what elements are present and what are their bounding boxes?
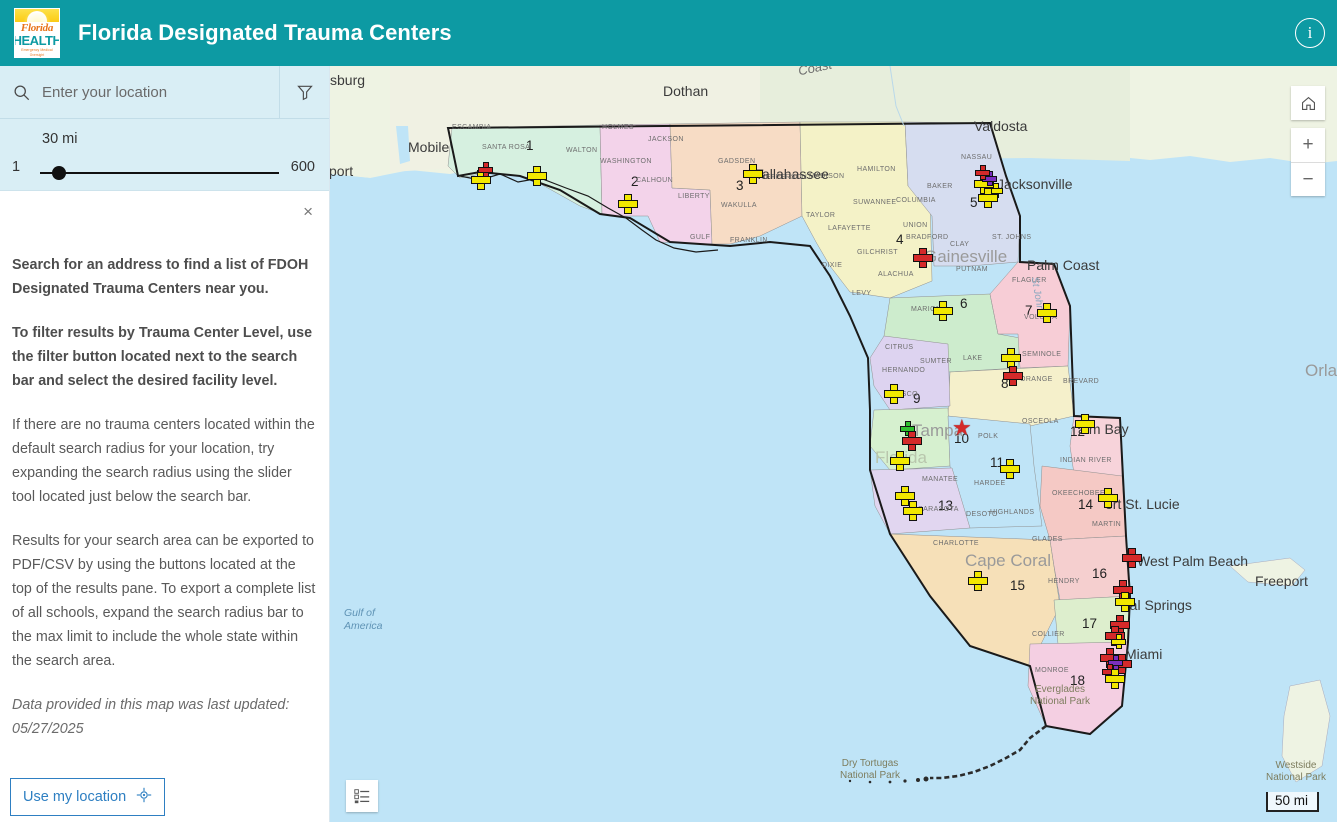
search-input[interactable] bbox=[42, 66, 279, 118]
trauma-center-marker[interactable] bbox=[913, 248, 933, 268]
trauma-center-marker[interactable] bbox=[1000, 459, 1020, 479]
search-radius-slider[interactable]: 30 mi 1 600 bbox=[0, 119, 329, 191]
zoom-controls[interactable]: + − bbox=[1291, 128, 1325, 196]
page-title: Florida Designated Trauma Centers bbox=[78, 20, 452, 45]
logo-health-text: HEALTH bbox=[14, 32, 60, 48]
sunburst-icon bbox=[15, 9, 59, 22]
panel-body: × Search for an address to find a list o… bbox=[0, 191, 329, 822]
search-bar bbox=[0, 65, 329, 119]
water-gulf-nw bbox=[330, 174, 405, 206]
logo-subtitle-1: Emergency Medical bbox=[21, 47, 53, 52]
slider-value-label: 30 mi bbox=[42, 131, 78, 147]
trauma-center-marker[interactable] bbox=[933, 301, 953, 321]
zoom-in-button[interactable]: + bbox=[1302, 134, 1314, 155]
region-13 bbox=[869, 467, 971, 535]
scale-bar: 50 mi bbox=[1265, 792, 1319, 812]
trauma-center-marker[interactable] bbox=[903, 501, 923, 521]
instruction-paragraph: Results for your search area can be expo… bbox=[12, 533, 316, 669]
slider-min-label: 1 bbox=[12, 159, 21, 175]
florida-health-logo: Florida HEALTH Emergency Medical Oversig… bbox=[14, 8, 60, 58]
slider-track[interactable] bbox=[40, 172, 279, 174]
use-my-location-button[interactable]: Use my location bbox=[10, 778, 166, 816]
logo-subtitle-2: Oversight bbox=[29, 53, 45, 57]
app-header: Florida HEALTH Emergency Medical Oversig… bbox=[0, 0, 1337, 66]
trauma-center-marker[interactable] bbox=[1115, 592, 1135, 612]
trauma-center-marker[interactable] bbox=[1001, 348, 1021, 368]
trauma-center-marker[interactable] bbox=[743, 164, 763, 184]
trauma-center-marker[interactable] bbox=[978, 188, 998, 208]
trauma-center-marker[interactable] bbox=[478, 162, 493, 177]
florida-keys bbox=[848, 724, 1047, 784]
legend-button[interactable] bbox=[346, 780, 378, 812]
capital-star-marker: ★ bbox=[952, 415, 972, 440]
crosshair-icon bbox=[136, 787, 152, 807]
trauma-center-marker[interactable] bbox=[1122, 548, 1142, 568]
trauma-center-marker[interactable] bbox=[968, 571, 988, 591]
trauma-center-marker[interactable] bbox=[890, 451, 910, 471]
trauma-center-marker[interactable] bbox=[1098, 488, 1118, 508]
search-icon bbox=[0, 84, 42, 101]
home-button[interactable] bbox=[1291, 86, 1325, 120]
trauma-center-marker[interactable] bbox=[1003, 366, 1023, 386]
coastline-detail bbox=[459, 173, 719, 253]
close-icon[interactable]: × bbox=[303, 202, 313, 221]
trauma-center-marker[interactable] bbox=[618, 194, 638, 214]
left-panel: 30 mi 1 600 × Search for an address to f… bbox=[0, 65, 330, 822]
map-canvas[interactable]: 1 2 3 4 5 6 7 8 9 10 11 12 13 14 15 16 17 18 ESCAMBIA SANT… bbox=[330, 66, 1337, 822]
filter-icon[interactable] bbox=[279, 65, 329, 119]
legend-icon bbox=[354, 789, 370, 804]
trauma-center-marker[interactable] bbox=[902, 431, 922, 451]
zoom-out-button[interactable]: − bbox=[1291, 162, 1325, 196]
map-geometry bbox=[330, 66, 1337, 784]
river-line bbox=[889, 66, 905, 127]
use-my-location-label: Use my location bbox=[23, 789, 127, 805]
trauma-center-marker[interactable] bbox=[895, 486, 915, 506]
home-icon[interactable] bbox=[1291, 86, 1325, 120]
slider-handle[interactable] bbox=[52, 166, 66, 180]
info-icon[interactable]: i bbox=[1295, 18, 1325, 48]
trauma-center-marker[interactable] bbox=[527, 166, 547, 186]
trauma-center-marker[interactable] bbox=[884, 384, 904, 404]
instruction-paragraph: If there are no trauma centers located w… bbox=[12, 417, 315, 505]
region-9 bbox=[869, 335, 951, 411]
water-bay-mobile bbox=[396, 126, 410, 164]
logo-florida-text: Florida bbox=[20, 21, 54, 34]
trauma-center-marker[interactable] bbox=[1105, 669, 1125, 689]
slider-max-label: 600 bbox=[290, 159, 315, 175]
last-updated-text: Data provided in this map was last updat… bbox=[12, 697, 290, 737]
trauma-center-marker[interactable] bbox=[1111, 634, 1126, 649]
instruction-paragraph: To filter results by Trauma Center Level… bbox=[12, 325, 313, 389]
andros-island bbox=[1281, 679, 1331, 783]
instruction-paragraph: Search for an address to find a list of … bbox=[12, 257, 309, 297]
trauma-center-marker[interactable] bbox=[1075, 414, 1095, 434]
bahamas-island bbox=[1229, 557, 1306, 587]
trauma-center-marker[interactable] bbox=[900, 421, 915, 436]
trauma-center-marker[interactable] bbox=[1037, 303, 1057, 323]
trauma-center-marker[interactable] bbox=[975, 165, 990, 180]
panel-instructions: Search for an address to find a list of … bbox=[12, 191, 317, 741]
